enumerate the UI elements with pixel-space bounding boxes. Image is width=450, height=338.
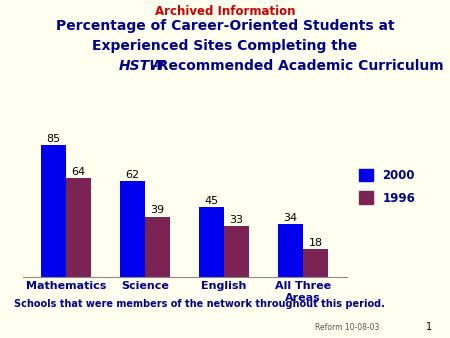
Text: 34: 34 <box>284 213 297 223</box>
Text: 62: 62 <box>125 170 140 180</box>
Bar <box>278 224 303 277</box>
Text: 45: 45 <box>204 196 218 206</box>
Text: 33: 33 <box>230 215 243 225</box>
Text: Schools that were members of the network throughout this period.: Schools that were members of the network… <box>14 299 384 309</box>
Bar <box>66 178 91 277</box>
Text: 85: 85 <box>46 134 60 144</box>
Bar <box>40 145 66 277</box>
Legend: 2000, 1996: 2000, 1996 <box>359 169 415 204</box>
Text: 39: 39 <box>151 206 165 215</box>
Bar <box>303 249 328 277</box>
Bar <box>199 207 224 277</box>
Text: 1: 1 <box>426 322 432 332</box>
Bar <box>224 226 249 277</box>
Text: Reform 10-08-03: Reform 10-08-03 <box>315 323 379 332</box>
Text: -Recommended Academic Curriculum: -Recommended Academic Curriculum <box>152 59 444 73</box>
Text: Percentage of Career-Oriented Students at: Percentage of Career-Oriented Students a… <box>56 19 394 32</box>
Bar <box>145 217 170 277</box>
Text: Archived Information: Archived Information <box>155 5 295 18</box>
Bar <box>120 181 145 277</box>
Text: HSTW: HSTW <box>118 59 165 73</box>
Text: 64: 64 <box>72 167 86 176</box>
Text: 18: 18 <box>309 238 323 248</box>
Text: Experienced Sites Completing the: Experienced Sites Completing the <box>92 39 358 53</box>
